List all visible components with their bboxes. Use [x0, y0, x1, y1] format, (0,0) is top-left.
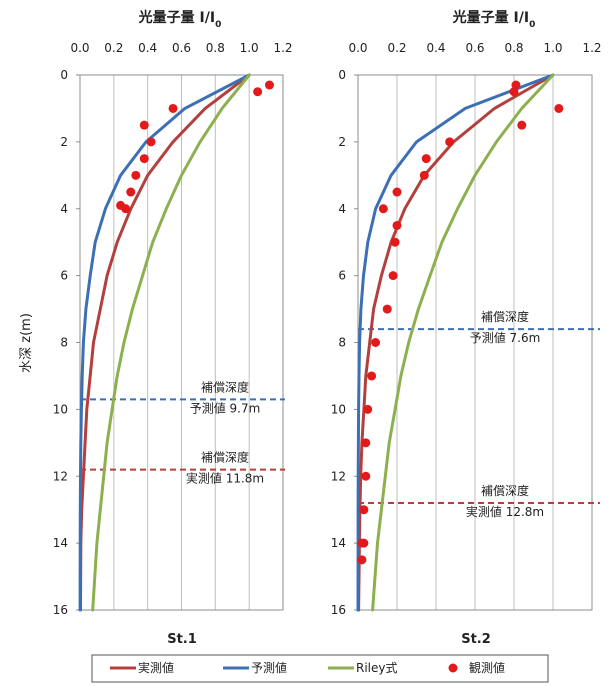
compensation-depth-value: 実測値 11.8m — [186, 471, 264, 486]
y-tick-label: 2 — [338, 135, 346, 149]
y-tick-label: 4 — [338, 202, 346, 216]
panel-label: St.1 — [167, 632, 197, 647]
observation-point — [361, 471, 371, 481]
observation-point — [116, 200, 126, 210]
series-line-riley — [91, 73, 251, 612]
observation-point — [371, 338, 381, 347]
observation-point — [388, 271, 398, 281]
y-tick-label: 0 — [338, 68, 346, 82]
legend-label: 予測値 — [251, 660, 287, 675]
observation-point — [168, 103, 178, 113]
y-tick-label: 12 — [331, 469, 346, 483]
y-tick-label: 14 — [53, 536, 68, 550]
observation-point — [146, 137, 156, 147]
x-tick-label: 1.2 — [273, 41, 292, 55]
top-axis-title: 光量子量 I/I0 — [452, 9, 536, 30]
legend-marker-dot — [448, 663, 458, 673]
series-line-predicted — [356, 73, 555, 612]
x-tick-label: 0.8 — [504, 41, 523, 55]
y-tick-label: 8 — [60, 336, 68, 350]
observation-point — [139, 154, 149, 164]
observation-point — [517, 120, 527, 130]
observation-point — [126, 187, 136, 197]
observation-point — [359, 505, 369, 515]
legend: 実測値 予測値 Riley式 観測値 — [91, 654, 549, 683]
observation-point — [445, 137, 455, 147]
observation-point — [554, 103, 564, 113]
series-line-measured — [79, 73, 251, 612]
observation-point — [390, 237, 400, 247]
chart-panel-st1: 光量子量 I/I00.0 0.2 0.4 0.6 0.8 1.0 1.20246810121… — [19, 9, 293, 647]
panel-label: St.2 — [461, 632, 491, 647]
observation-point — [367, 371, 377, 381]
observation-point — [357, 555, 367, 565]
x-tick-label: 1.0 — [240, 41, 259, 55]
y-tick-label: 4 — [60, 202, 68, 216]
legend-label: Riley式 — [356, 661, 398, 675]
legend-box — [91, 654, 549, 683]
y-tick-label: 10 — [53, 402, 68, 416]
observation-point — [363, 404, 373, 414]
series-line-riley — [371, 73, 555, 612]
y-axis-label: 水深 z(m) — [19, 313, 34, 373]
observation-point — [509, 87, 519, 97]
x-tick-label: 0.2 — [104, 41, 123, 55]
observation-point — [382, 304, 392, 314]
y-tick-label: 10 — [331, 402, 346, 416]
observation-point — [392, 187, 402, 197]
x-tick-label: 0.0 — [348, 41, 367, 55]
y-tick-label: 8 — [338, 336, 346, 350]
observation-point — [131, 170, 141, 180]
observation-point — [361, 438, 371, 448]
compensation-depth-value: 実測値 12.8m — [466, 504, 544, 519]
observation-point — [264, 80, 274, 90]
compensation-depth-label: 補償深度 — [201, 379, 249, 394]
top-axis-title: 光量子量 I/I0 — [138, 9, 222, 30]
top-axis-title-subscript: 0 — [529, 20, 535, 30]
top-axis-title-main: 光量子量 I/I — [138, 9, 215, 26]
observation-point — [253, 87, 263, 97]
x-tick-label: 1.0 — [543, 41, 562, 55]
y-tick-label: 14 — [331, 536, 346, 550]
y-tick-label: 2 — [60, 135, 68, 149]
observation-point — [421, 154, 431, 164]
x-tick-label: 0.8 — [206, 41, 225, 55]
x-tick-label: 0.6 — [465, 41, 484, 55]
observation-point — [419, 170, 429, 180]
top-axis-title-subscript: 0 — [215, 20, 221, 30]
observation-point — [357, 538, 367, 548]
legend-label: 実測値 — [138, 660, 174, 675]
legend-label: 観測値 — [469, 660, 505, 675]
observation-point — [378, 204, 388, 214]
observation-point — [392, 220, 402, 230]
x-tick-label: 0.4 — [138, 41, 157, 55]
compensation-depth-label: 補償深度 — [481, 483, 529, 498]
y-tick-label: 16 — [331, 603, 346, 617]
compensation-depth-label: 補償深度 — [481, 309, 529, 324]
top-axis-title-main: 光量子量 I/I — [452, 9, 529, 26]
y-tick-label: 6 — [60, 269, 68, 283]
series-line-measured — [357, 73, 555, 612]
chart-panel-st2: 光量子量 I/I00.0 0.2 0.4 0.6 0.8 1.0 1.20246810121… — [331, 9, 602, 647]
x-tick-label: 1.2 — [582, 41, 601, 55]
y-tick-label: 16 — [53, 603, 68, 617]
observation-point — [139, 120, 149, 130]
x-tick-label: 0.6 — [172, 41, 191, 55]
y-tick-label: 6 — [338, 269, 346, 283]
x-tick-label: 0.4 — [426, 41, 445, 55]
series-line-predicted — [78, 73, 251, 612]
compensation-depth-label: 補償深度 — [201, 450, 249, 465]
compensation-depth-value: 予測値 9.7m — [190, 400, 261, 415]
x-tick-label: 0.0 — [70, 41, 89, 55]
x-tick-label: 0.2 — [387, 41, 406, 55]
y-tick-label: 12 — [53, 469, 68, 483]
compensation-depth-value: 予測値 7.6m — [470, 330, 541, 345]
y-tick-label: 0 — [60, 68, 68, 82]
